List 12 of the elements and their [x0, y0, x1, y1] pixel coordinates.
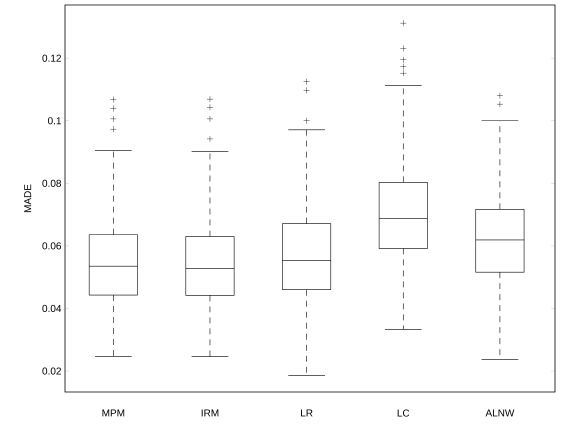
x-tick-label: LR	[301, 410, 313, 416]
y-tick-label: 0.06	[42, 242, 62, 250]
x-tick-label: LC	[398, 410, 410, 417]
y-axis-title: MADE	[24, 184, 32, 212]
x-tick-label: IRM	[202, 410, 218, 416]
y-tick-label: 0.12	[42, 54, 61, 62]
y-tick-label: 0.02	[42, 368, 61, 375]
x-tick-label: MPM	[102, 410, 124, 416]
y-tick-label: 0.08	[42, 180, 62, 187]
y-tick-label: 0.1	[48, 117, 61, 124]
y-tick-label: 0.04	[42, 304, 62, 312]
x-tick-label: ALNW	[485, 410, 514, 416]
